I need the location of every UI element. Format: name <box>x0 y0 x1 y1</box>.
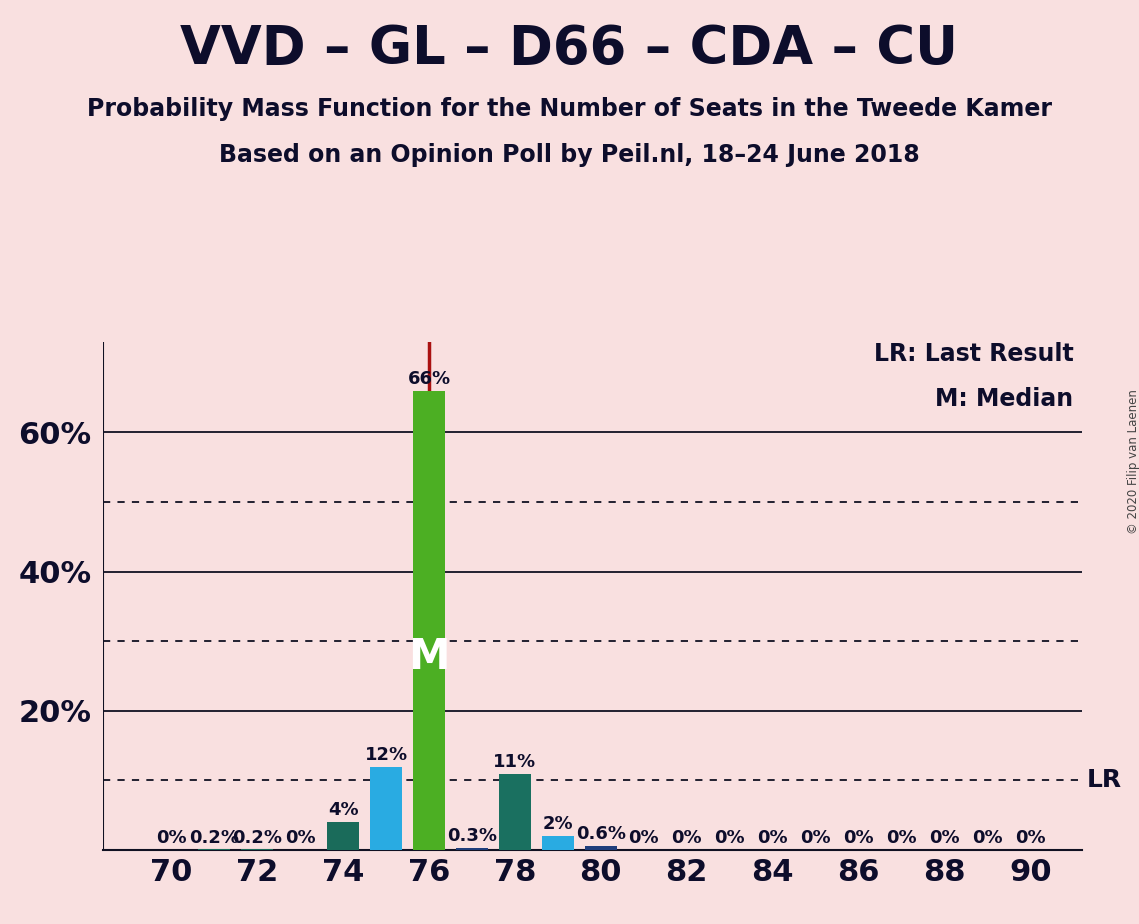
Text: 2%: 2% <box>542 815 573 833</box>
Text: 0%: 0% <box>801 830 831 847</box>
Bar <box>198 848 230 850</box>
Text: VVD – GL – D66 – CDA – CU: VVD – GL – D66 – CDA – CU <box>180 23 959 75</box>
Text: Based on an Opinion Poll by Peil.nl, 18–24 June 2018: Based on an Opinion Poll by Peil.nl, 18–… <box>219 143 920 167</box>
Text: Probability Mass Function for the Number of Seats in the Tweede Kamer: Probability Mass Function for the Number… <box>87 97 1052 121</box>
Text: 12%: 12% <box>364 746 408 764</box>
Text: 66%: 66% <box>408 370 451 388</box>
Bar <box>413 391 445 850</box>
Bar <box>542 836 574 850</box>
Text: 0%: 0% <box>672 830 702 847</box>
Text: 0.2%: 0.2% <box>232 830 282 847</box>
Text: 0.2%: 0.2% <box>189 830 239 847</box>
Text: 0%: 0% <box>973 830 1002 847</box>
Text: LR: LR <box>1087 769 1122 793</box>
Text: 0%: 0% <box>886 830 917 847</box>
Bar <box>499 773 531 850</box>
Bar <box>456 848 489 850</box>
Text: 0.6%: 0.6% <box>576 825 625 843</box>
Bar <box>370 767 402 850</box>
Text: 11%: 11% <box>493 753 536 771</box>
Text: 0%: 0% <box>285 830 316 847</box>
Bar <box>584 845 617 850</box>
Text: 0%: 0% <box>929 830 960 847</box>
Text: © 2020 Filip van Laenen: © 2020 Filip van Laenen <box>1126 390 1139 534</box>
Text: 0.3%: 0.3% <box>446 827 497 845</box>
Text: 0%: 0% <box>757 830 788 847</box>
Text: 0%: 0% <box>629 830 659 847</box>
Bar <box>241 848 273 850</box>
Text: M: Median: M: Median <box>935 387 1073 411</box>
Text: 0%: 0% <box>843 830 874 847</box>
Text: 0%: 0% <box>156 830 187 847</box>
Text: 0%: 0% <box>714 830 745 847</box>
Text: 0%: 0% <box>1015 830 1046 847</box>
Text: 4%: 4% <box>328 801 359 820</box>
Text: LR: Last Result: LR: Last Result <box>874 342 1073 366</box>
Text: M: M <box>408 636 450 678</box>
Bar <box>327 822 359 850</box>
